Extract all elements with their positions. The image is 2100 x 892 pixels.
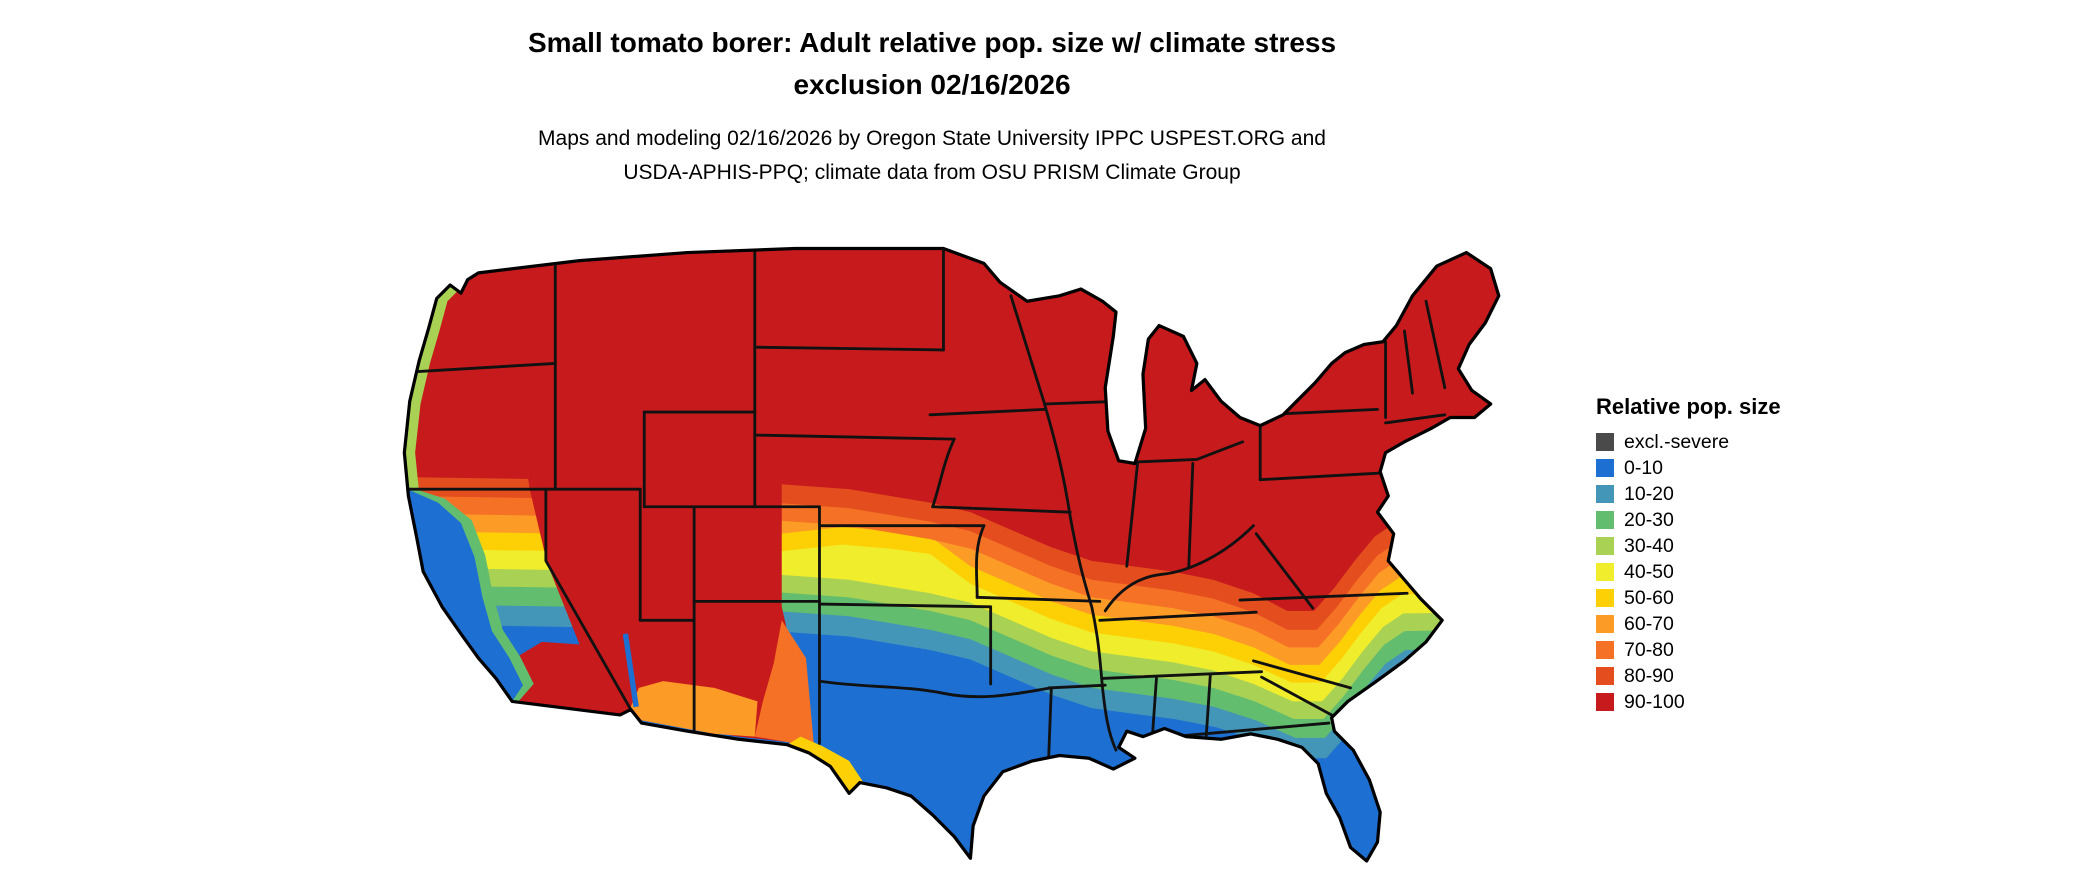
legend: Relative pop. size excl.-severe 0-10 10-20… xyxy=(1596,394,1896,715)
legend-item: 60-70 xyxy=(1596,611,1896,637)
southern-newmexico-orange-patch xyxy=(754,620,815,748)
legend-label: 10-20 xyxy=(1624,482,1674,505)
legend-label: 0-10 xyxy=(1624,456,1664,479)
legend-swatch xyxy=(1596,615,1614,633)
legend-label: 60-70 xyxy=(1624,612,1674,635)
legend-swatch xyxy=(1596,667,1614,685)
page-subtitle: Maps and modeling 02/16/2026 by Oregon S… xyxy=(310,122,1554,190)
legend-swatch xyxy=(1596,589,1614,607)
colorado-river-strip xyxy=(622,633,639,708)
legend-label: 90-100 xyxy=(1624,690,1685,713)
legend-item: excl.-severe xyxy=(1596,429,1896,455)
legend-item: 80-90 xyxy=(1596,663,1896,689)
page-subtitle-line1: Maps and modeling 02/16/2026 by Oregon S… xyxy=(538,127,1326,150)
legend-rows: excl.-severe 0-10 10-20 20-30 30-40 40-50 50-6… xyxy=(1596,429,1896,715)
legend-label: excl.-severe xyxy=(1624,430,1730,453)
page-title: Small tomato borer: Adult relative pop. … xyxy=(310,22,1554,106)
legend-swatch xyxy=(1596,537,1614,555)
legend-swatch xyxy=(1596,641,1614,659)
legend-item: 0-10 xyxy=(1596,455,1896,481)
legend-item: 30-40 xyxy=(1596,533,1896,559)
legend-item: 20-30 xyxy=(1596,507,1896,533)
legend-item: 90-100 xyxy=(1596,689,1896,715)
legend-item: 50-60 xyxy=(1596,585,1896,611)
legend-swatch xyxy=(1596,511,1614,529)
legend-swatch xyxy=(1596,459,1614,477)
us-map xyxy=(310,212,1550,888)
page-subtitle-line2: USDA-APHIS-PPQ; climate data from OSU PR… xyxy=(623,161,1241,185)
pnw-coastal-strip xyxy=(404,285,459,496)
legend-label: 40-50 xyxy=(1624,560,1674,583)
legend-item: 70-80 xyxy=(1596,637,1896,663)
legend-label: 50-60 xyxy=(1624,586,1674,609)
socal-mountains-red-patch xyxy=(496,641,642,721)
legend-swatch xyxy=(1596,563,1614,581)
california-cool-zone xyxy=(407,489,523,702)
state-borders xyxy=(405,248,1447,761)
us-outline xyxy=(402,246,1501,863)
page-title-line1: Small tomato borer: Adult relative pop. … xyxy=(527,27,1337,58)
legend-item: 10-20 xyxy=(1596,481,1896,507)
page-title-line2: exclusion 02/16/2026 xyxy=(793,69,1071,100)
us-map-svg xyxy=(402,246,1501,863)
legend-label: 70-80 xyxy=(1624,638,1674,661)
legend-item: 40-50 xyxy=(1596,559,1896,585)
legend-label: 80-90 xyxy=(1624,664,1674,687)
legend-title: Relative pop. size xyxy=(1596,394,1781,419)
legend-label: 30-40 xyxy=(1624,534,1674,557)
legend-swatch xyxy=(1596,485,1614,503)
legend-swatch xyxy=(1596,433,1614,451)
legend-swatch xyxy=(1596,693,1614,711)
legend-label: 20-30 xyxy=(1624,508,1674,531)
